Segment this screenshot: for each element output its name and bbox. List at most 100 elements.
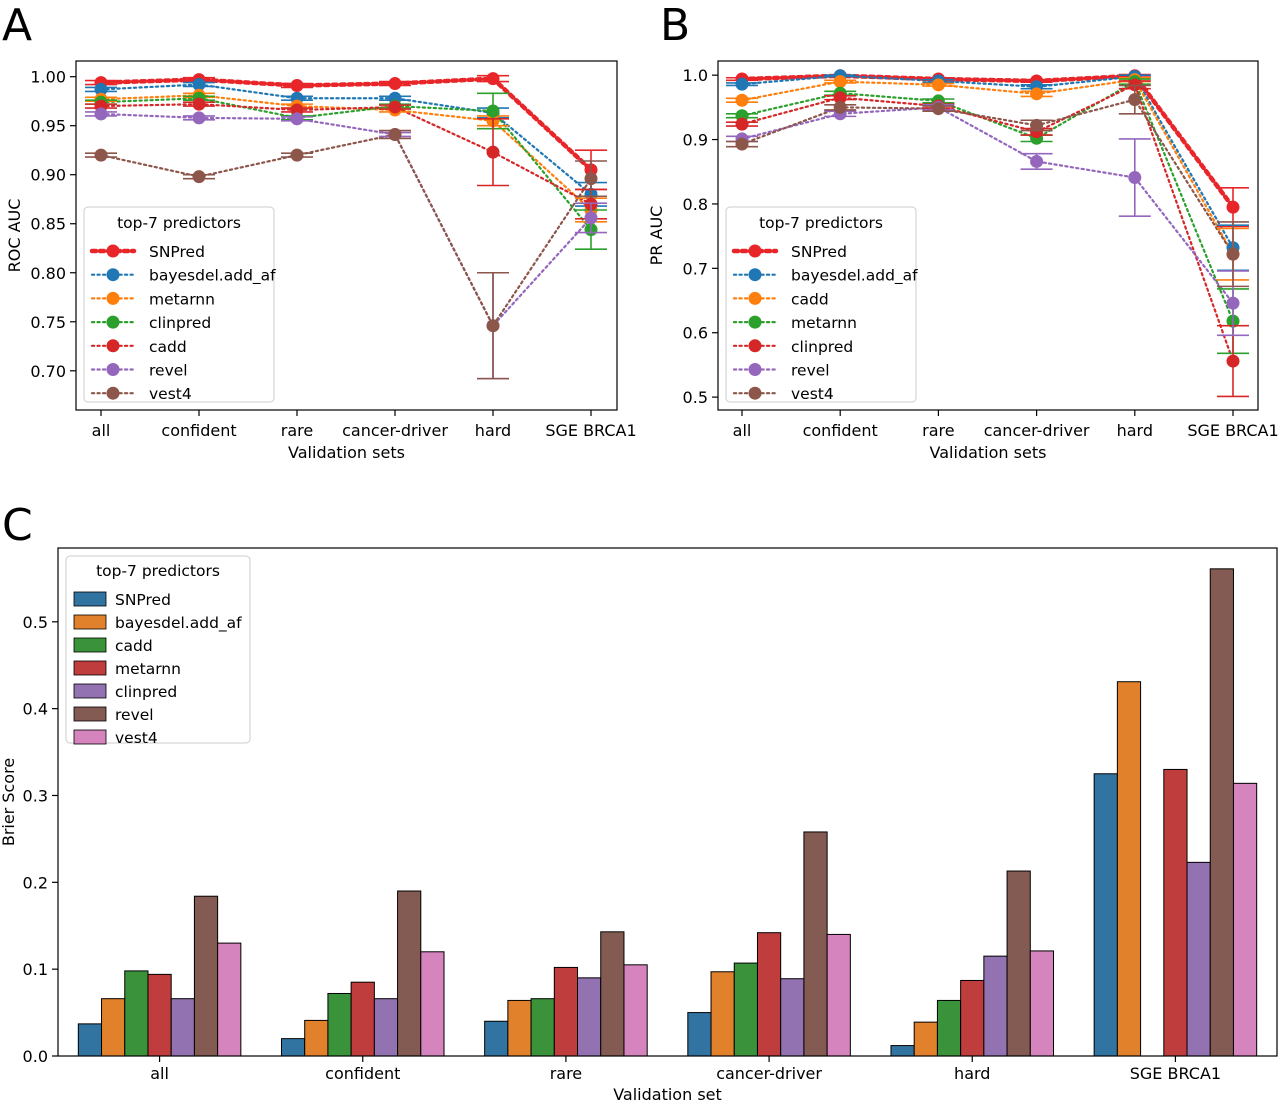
legend-marker [106,244,120,258]
bar-SNPred [687,1012,712,1057]
legend-label: bayesdel.add_af [149,267,276,286]
series-line-bayesdel.add_af [99,83,593,196]
legend-marker [748,339,762,353]
bar-vest4 [217,942,242,1057]
legend-label: metarnn [149,290,215,308]
y-tick-label: 0.3 [23,786,48,805]
data-point [735,77,749,91]
legend-marker [106,363,120,376]
bar-metarnn [960,979,985,1057]
data-point [94,82,108,96]
bar-cadd [733,962,758,1057]
x-axis-label: Validation sets [930,443,1047,462]
y-axis-label: Brier Score [0,758,18,846]
bar-clinpred [373,998,399,1057]
y-tick-label: 0.5 [23,613,48,632]
series-line-bayesdel.add_af [740,74,1235,249]
y-tick-label: 0.90 [30,166,66,185]
bar-revel [1209,568,1234,1057]
x-tick-label: cancer-driver [716,1064,822,1083]
series-line-clinpred [740,83,1235,363]
x-tick-label: rare [281,421,313,440]
bar-revel [1006,870,1031,1057]
bar-revel [193,895,219,1057]
y-tick-label: 0.0 [23,1047,48,1066]
bar-revel [397,890,422,1057]
plot-frame [57,547,1278,1057]
bar-vest4 [1029,950,1055,1057]
panel-label-a: A [2,0,32,51]
bar-bayesdel.add_af [304,1019,329,1057]
data-point [1226,200,1240,214]
legend-label: SNPred [115,591,171,609]
bar-revel [803,831,828,1057]
x-tick-label: hard [1117,421,1153,440]
data-point [735,93,749,107]
y-tick-label: 0.80 [30,264,66,283]
y-tick-label: 1.00 [30,68,66,87]
legend-swatch [73,660,107,676]
series-line-metarnn [740,80,1235,323]
data-point [1030,154,1044,168]
bar-vest4 [623,964,648,1057]
bar-revel [600,931,625,1057]
x-tick-label: cancer-driver [342,421,448,440]
legend-marker [748,291,762,305]
legend-label: vest4 [791,385,834,403]
data-point [486,319,500,333]
y-tick-label: 1.0 [683,66,708,85]
brier-score-chart: 0.0 0.1 0.2 0.3 0.4 0.5 all confident rare cancer… [0,547,1278,1103]
legend-swatch [73,614,107,630]
bar-metarnn [756,932,782,1057]
legend-title: top-7 predictors [117,214,241,232]
x-tick-label: confident [325,1064,400,1083]
legend-label: clinpred [791,338,853,356]
data-point [833,91,847,105]
bar-clinpred [170,998,195,1057]
data-point [192,78,206,92]
data-point [833,100,847,114]
legend-marker [748,244,762,258]
x-tick-label: all [733,421,752,440]
legend-marker [748,268,762,282]
bar-bayesdel.add_af [507,999,532,1057]
legend-marker [748,315,762,329]
data-point [1226,354,1240,368]
legend-label: revel [115,706,154,724]
data-point [1030,87,1044,101]
legend-label: SNPred [791,243,847,261]
series-line-revel [99,112,593,328]
y-tick-label: 0.8 [683,195,708,214]
legend-swatch [73,683,107,699]
y-tick-label: 0.1 [23,960,48,979]
legend-label: metarnn [115,660,181,678]
legend-label: clinpred [149,314,211,332]
legend-label: vest4 [149,385,192,403]
legend-label: cadd [791,290,829,308]
data-point [735,117,749,131]
bar-clinpred [983,955,1008,1057]
x-tick-label: all [92,421,111,440]
legend-label: revel [791,362,830,380]
legend-marker [748,363,762,376]
y-tick-label: 0.95 [30,117,66,136]
data-point [388,100,402,114]
legend-swatch [73,591,107,607]
data-point [486,104,500,118]
data-point [931,102,945,116]
legend-marker [106,339,120,353]
data-point [192,97,206,111]
bar-SNPred [280,1038,306,1057]
series-line-cadd [99,103,593,206]
bar-SNPred [77,1023,103,1057]
x-tick-label: cancer-driver [984,421,1090,440]
panel-label-c: C [2,500,33,551]
data-point [388,128,402,142]
series-line-vest4 [99,133,593,328]
data-point [833,75,847,89]
legend-swatch [73,706,107,722]
y-tick-label: 0.7 [683,259,708,278]
legend-label: clinpred [115,683,177,701]
data-point [1128,171,1142,185]
